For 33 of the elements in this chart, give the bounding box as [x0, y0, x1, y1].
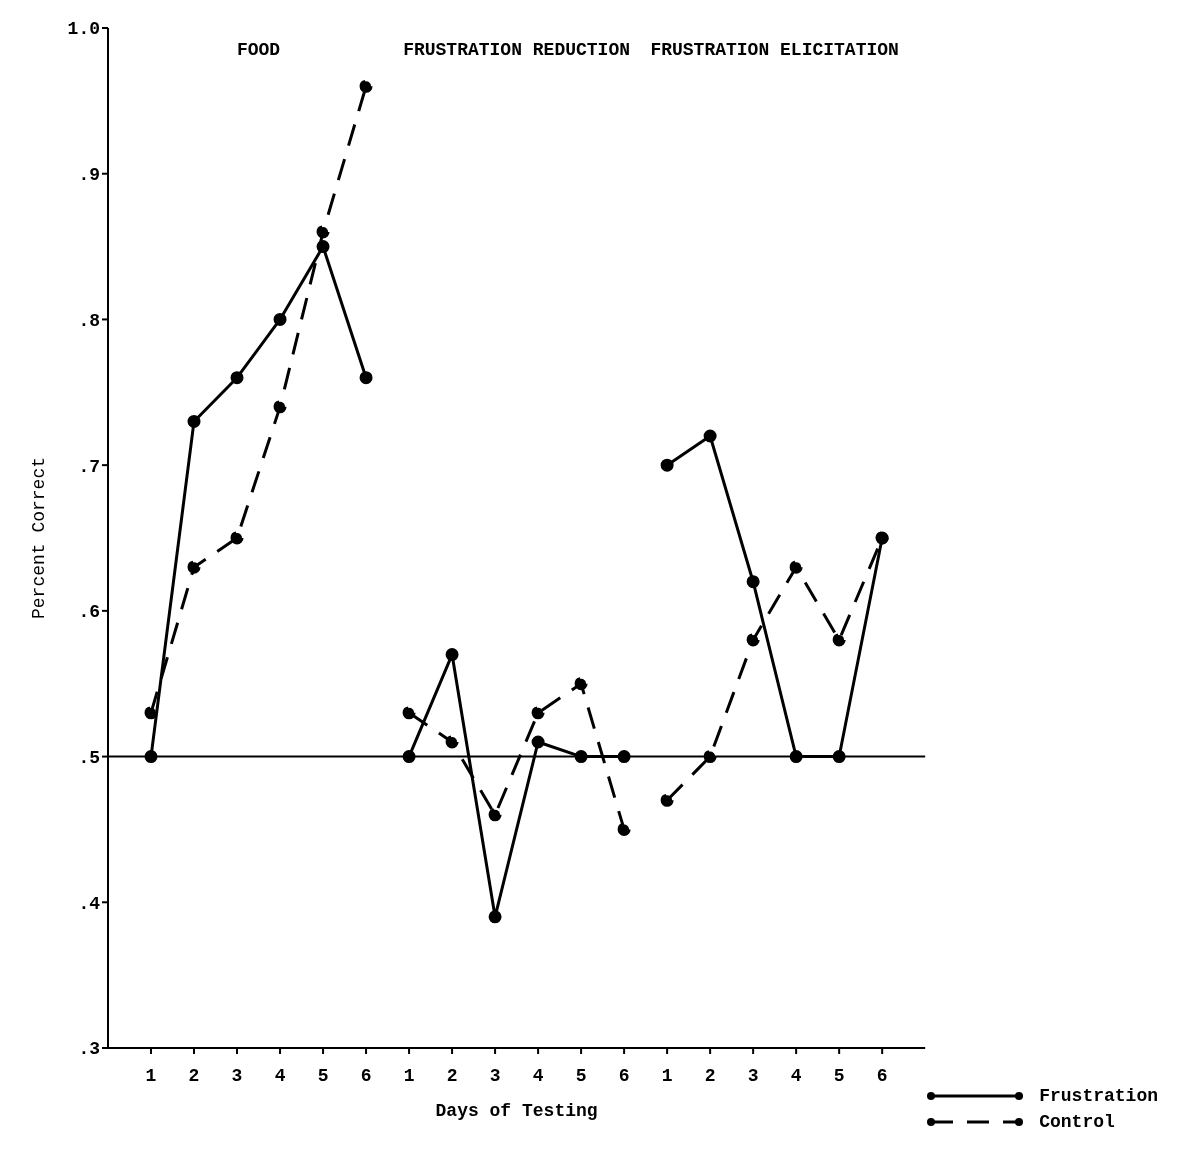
- legend-label: Control: [1039, 1112, 1115, 1132]
- x-tick-label: 3: [489, 1065, 501, 1086]
- y-tick-label: .6: [78, 602, 100, 623]
- x-tick-label: 1: [403, 1065, 415, 1086]
- annotation: FRUSTRATION ELICITATION: [650, 39, 899, 60]
- x-tick-label: 1: [661, 1065, 673, 1086]
- x-tick-label: 2: [188, 1065, 200, 1086]
- x-tick-label: 6: [876, 1065, 888, 1086]
- x-tick-label: 6: [618, 1065, 630, 1086]
- x-tick-label: 6: [360, 1065, 372, 1086]
- y-tick-label: .9: [78, 165, 100, 186]
- y-tick-label: .3: [78, 1039, 100, 1060]
- x-tick-label: 4: [274, 1065, 286, 1086]
- legend-label: Frustration: [1039, 1086, 1158, 1106]
- x-tick-label: 2: [704, 1065, 716, 1086]
- annotation: FOOD: [236, 39, 281, 60]
- x-tick-label: 3: [231, 1065, 243, 1086]
- x-tick-label: 5: [317, 1065, 329, 1086]
- x-tick-label: 3: [747, 1065, 759, 1086]
- x-axis-title: Days of Testing: [435, 1101, 598, 1121]
- y-tick-label: 1.0: [67, 19, 100, 40]
- y-tick-label: .8: [78, 310, 100, 331]
- annotation: FRUSTRATION REDUCTION: [403, 39, 631, 60]
- x-tick-label: 4: [532, 1065, 544, 1086]
- y-tick-label: .4: [78, 893, 101, 914]
- x-tick-label: 2: [446, 1065, 458, 1086]
- y-tick-label: .7: [78, 456, 100, 477]
- y-axis-title: Percent Correct: [29, 456, 50, 620]
- x-tick-label: 4: [790, 1065, 802, 1086]
- y-tick-label: .5: [78, 747, 100, 768]
- x-tick-label: 5: [575, 1065, 587, 1086]
- x-tick-label: 5: [833, 1065, 845, 1086]
- x-tick-label: 1: [145, 1065, 157, 1086]
